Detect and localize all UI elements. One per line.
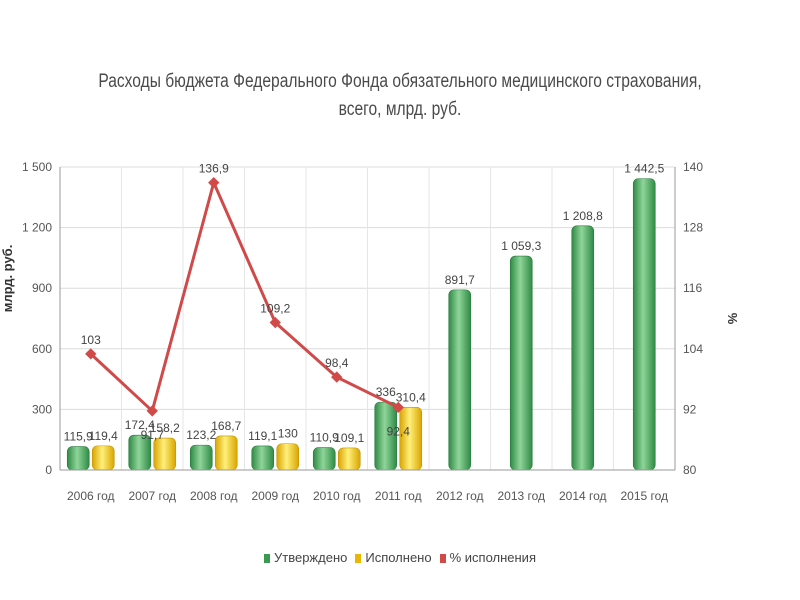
chart-title: Расходы бюджета Федерального Фонда обяза… [72, 68, 728, 124]
bar-data-label: 158,2 [150, 421, 180, 435]
y-tick-label: 600 [32, 342, 52, 356]
legend-label: Исполнено [365, 550, 432, 565]
y2-tick-label: 116 [683, 281, 702, 295]
bar [399, 406, 423, 471]
y-axis-label: млрд. руб. [0, 245, 15, 313]
x-tick-label: 2015 год [620, 489, 668, 503]
bar-data-label: 119,1 [248, 429, 277, 443]
line-data-label: 136,9 [199, 162, 229, 176]
bar [632, 178, 656, 471]
x-tick-label: 2012 год [436, 489, 484, 503]
bar-data-label: 172,4 [125, 418, 155, 432]
bar [189, 444, 213, 471]
legend-item[interactable]: % исполнения [439, 550, 536, 565]
x-tick-label: 2008 год [190, 489, 238, 503]
line-data-label: 103 [81, 333, 101, 347]
line-point [331, 371, 343, 383]
axes: 0 300 600 900 1 200 1 500 80 92 104 116 128 140 2006… [0, 160, 740, 503]
line-point [208, 176, 220, 189]
x-tick-label: 2007 год [128, 489, 176, 503]
legend-label: Утверждено [274, 550, 348, 565]
legend-item[interactable]: Исполнено [355, 550, 432, 565]
chart-title-line-1: Расходы бюджета Федерального Фонда обяза… [98, 71, 702, 92]
line-point [146, 405, 158, 417]
line-data-label: 109,2 [260, 302, 290, 316]
x-tick-label: 2011 год [375, 489, 422, 503]
bar [66, 446, 90, 471]
bar-data-label: 310,4 [396, 390, 426, 404]
bars [66, 178, 656, 471]
y2-tick-label: 104 [683, 342, 703, 356]
bar [337, 447, 361, 471]
y2-tick-label: 128 [683, 221, 703, 235]
bar [571, 225, 595, 471]
bar-data-label: 110,9 [310, 431, 339, 445]
x-tick-label: 2013 год [497, 489, 545, 503]
x-tick-label: 2010 год [313, 489, 361, 503]
line-data-label: 91,7 [141, 428, 165, 442]
legend-swatch [264, 554, 270, 563]
bar [153, 437, 177, 471]
bar [214, 435, 238, 471]
bar-data-label: 891,7 [445, 273, 475, 287]
line-point [392, 401, 404, 414]
bar [448, 289, 472, 471]
bar-data-label: 115,9 [64, 430, 93, 444]
chart-title-line-2: всего, млрд. руб. [338, 99, 462, 120]
line-path [89, 181, 399, 413]
x-tick-label: 2009 год [251, 489, 299, 503]
bar-data-label: 1 442,5 [624, 162, 664, 176]
bar [509, 255, 533, 471]
bar-data-label: 168,7 [211, 419, 241, 433]
bar [91, 445, 115, 471]
bar-data-label: 119,4 [89, 429, 118, 443]
y-tick-label: 0 [45, 463, 52, 477]
y2-tick-label: 92 [683, 402, 697, 416]
bar-data-label: 336 [376, 385, 396, 399]
bar [312, 447, 336, 471]
bar [251, 445, 275, 471]
x-tick-label: 2006 год [67, 489, 115, 503]
legend-label: % исполнения [449, 550, 536, 565]
line-point [269, 316, 281, 329]
y2-tick-label: 140 [683, 160, 703, 174]
bar-data-label: 109,1 [334, 431, 364, 445]
y-tick-label: 1 200 [22, 221, 52, 235]
line-data-label: 92,4 [387, 424, 411, 438]
bar-data-label: 130 [278, 427, 298, 441]
bar-data-label: 1 059,3 [501, 239, 541, 253]
y2-tick-label: 80 [683, 463, 697, 477]
y2-axis-label: % [725, 313, 740, 325]
y-tick-label: 300 [32, 402, 52, 416]
legend-swatch [355, 554, 362, 563]
legend-swatch [439, 554, 446, 563]
y-tick-label: 1 500 [22, 160, 52, 174]
bar-data-label: 123,2 [186, 428, 216, 442]
line-series [85, 176, 404, 417]
legend: Утверждено Исполнено % исполнения [0, 550, 800, 565]
y-tick-label: 900 [32, 281, 52, 295]
bar-data-label: 1 208,8 [563, 209, 603, 223]
bar [276, 443, 300, 471]
line-data-label: 98,4 [325, 356, 349, 370]
x-tick-label: 2014 год [559, 489, 607, 503]
legend-item[interactable]: Утверждено [264, 550, 347, 565]
